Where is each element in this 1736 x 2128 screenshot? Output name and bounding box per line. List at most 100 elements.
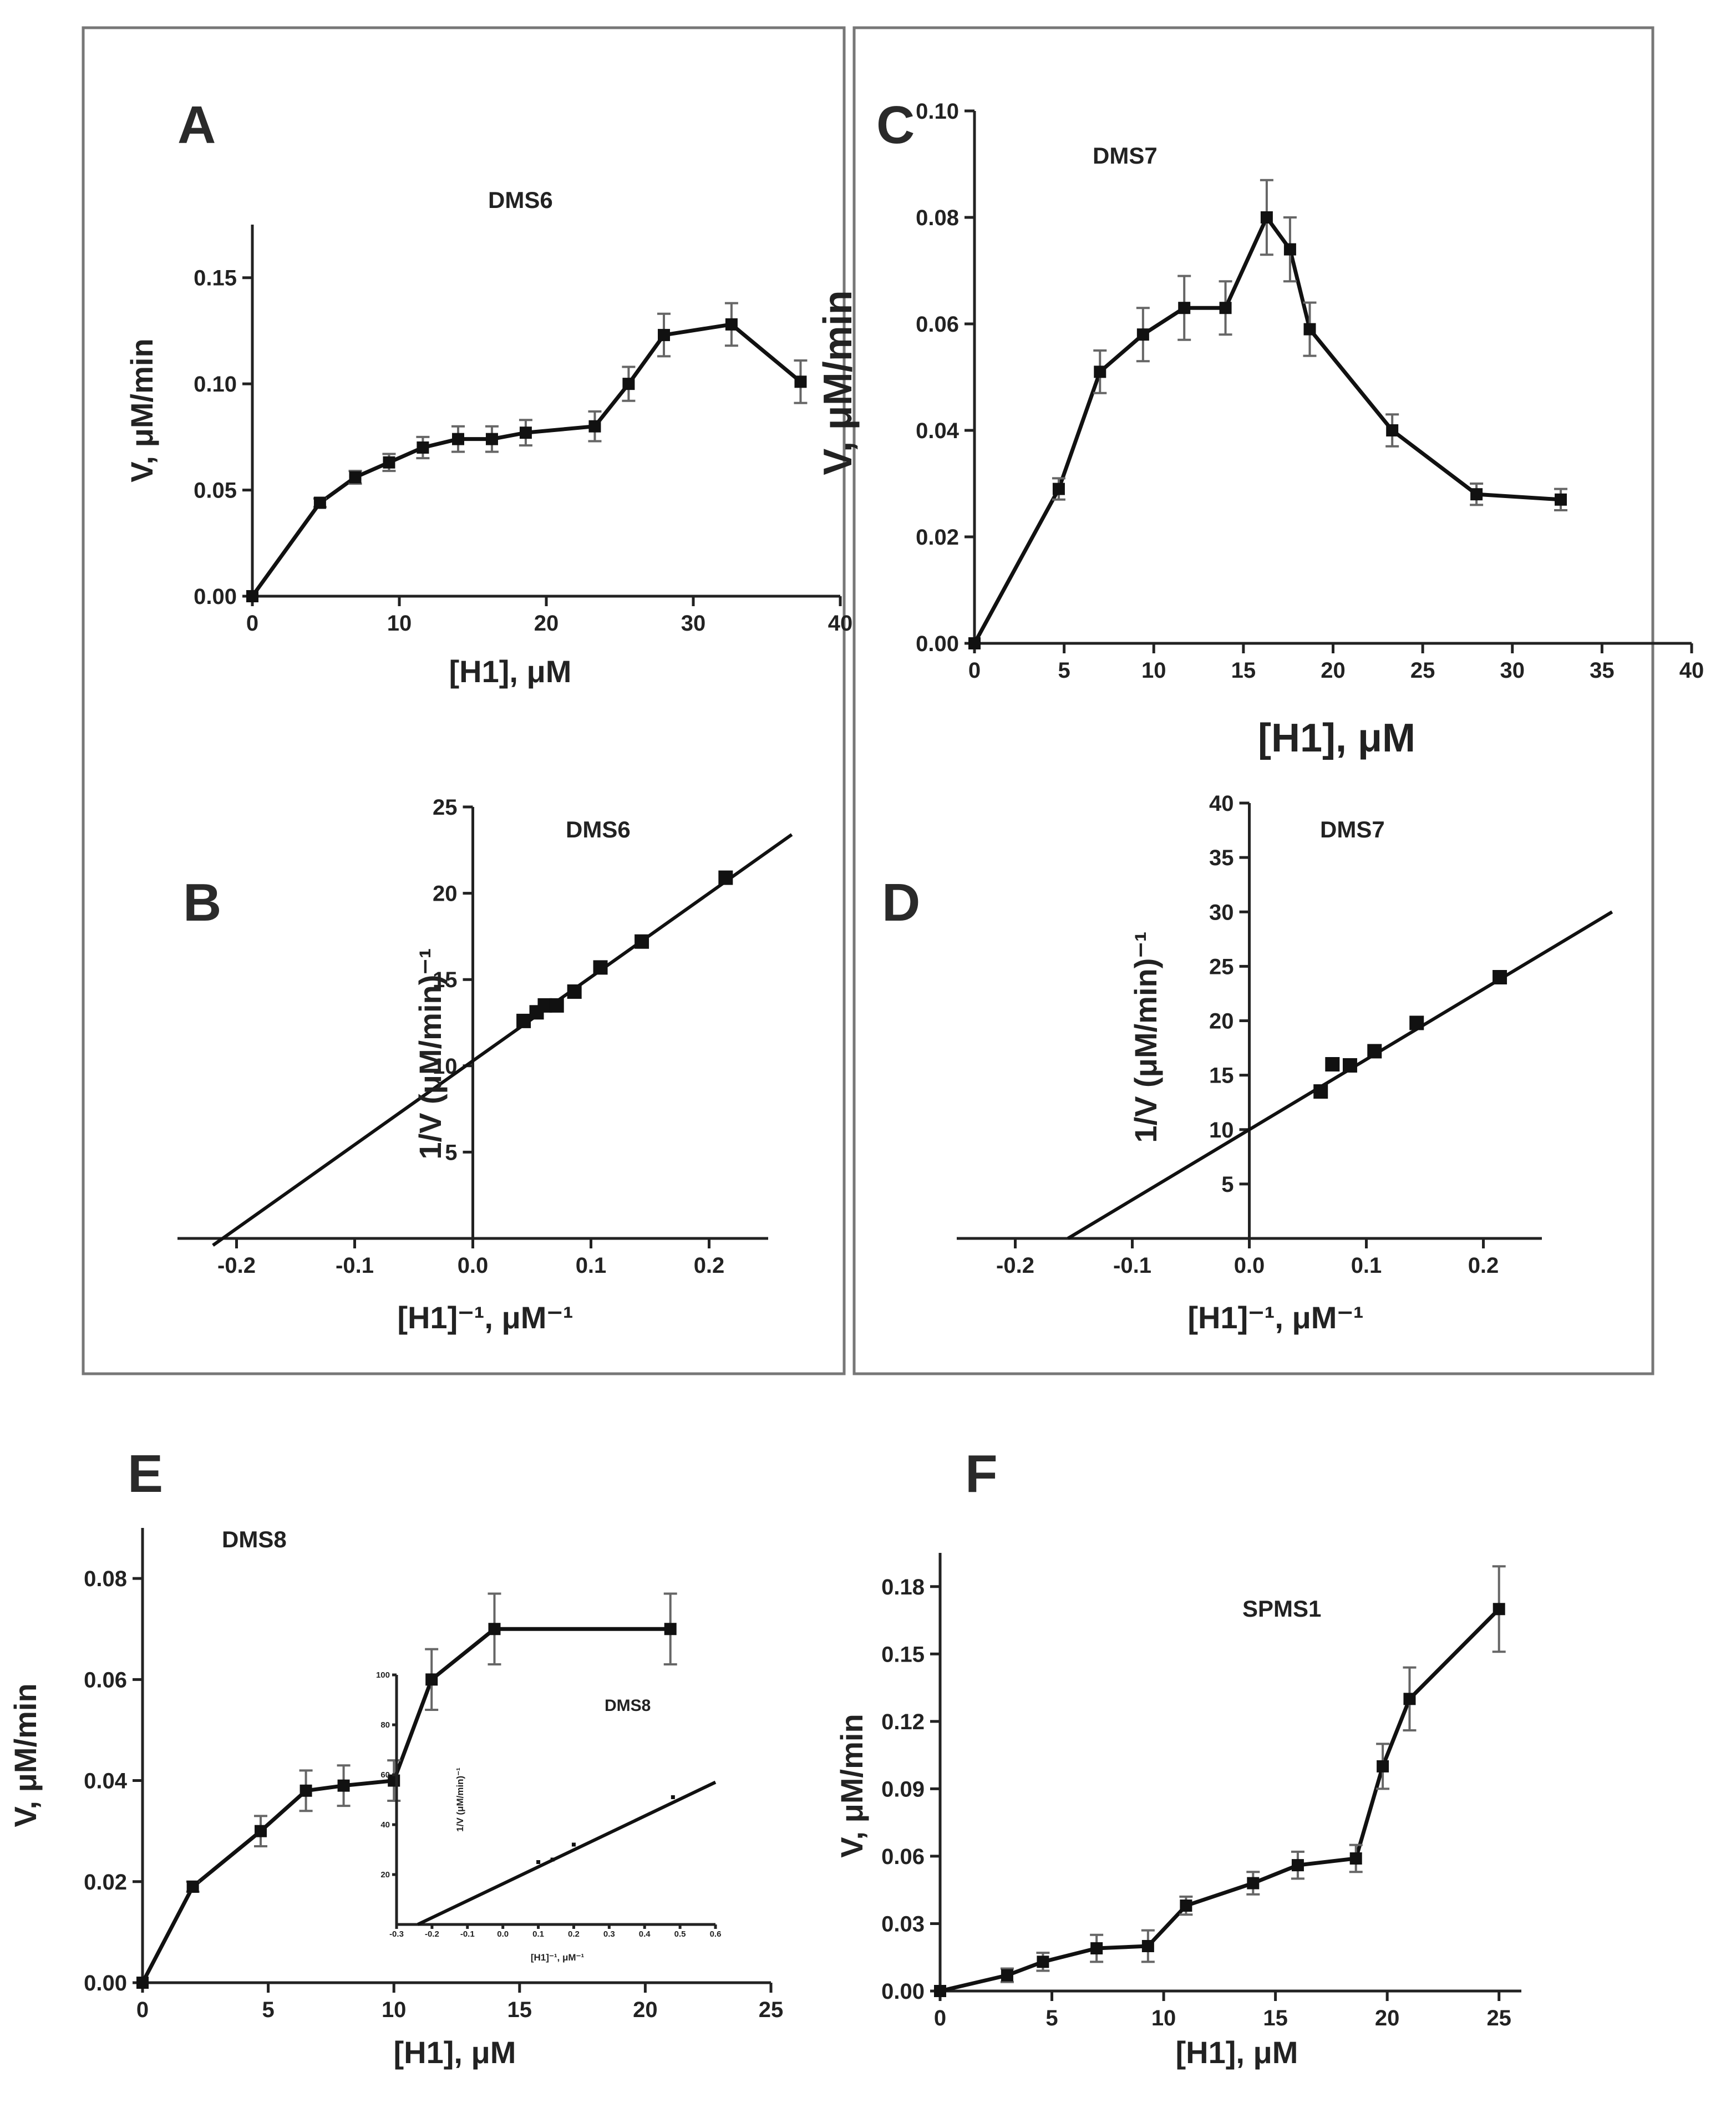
e-inset-y-tick-label: 40: [380, 1820, 390, 1830]
e-inset-data-point: [536, 1860, 541, 1864]
e-x-tick-label: 25: [759, 1998, 784, 2022]
e-y-tick-label: 0.08: [84, 1567, 127, 1591]
e-inset-data-point: [671, 1795, 675, 1799]
e-y-tick-label: 0.06: [84, 1668, 127, 1692]
f-data-point: [1349, 1852, 1362, 1865]
frame-left: [82, 26, 846, 1375]
d-y-tick-label: 20: [1209, 1009, 1234, 1034]
c-x-tick-label: 35: [1590, 658, 1615, 683]
f-series-line: [940, 1607, 1501, 1993]
d-x-label: [H1]⁻¹, μM⁻¹: [1187, 1300, 1363, 1335]
b-x-tick-label: -0.2: [217, 1253, 256, 1278]
d-data-point: [1367, 1044, 1382, 1059]
c-data-point: [1303, 323, 1316, 336]
b-x-tick-label: 0.0: [458, 1253, 489, 1278]
f-x-tick-label: 20: [1375, 2006, 1400, 2030]
e-data-point: [186, 1880, 199, 1893]
a-data-point: [519, 426, 532, 439]
b-data-point: [634, 934, 649, 949]
a-y-tick-label: 0.05: [194, 479, 237, 503]
f-data-point: [1403, 1693, 1416, 1705]
b-x-tick-label: 0.2: [694, 1253, 725, 1278]
e-data-point: [136, 1977, 149, 1989]
panel-letter-a: A: [177, 95, 216, 155]
e-data-point: [425, 1673, 438, 1686]
f-data-point: [1141, 1939, 1154, 1952]
e-y-tick-label: 0.04: [84, 1769, 128, 1794]
c-y-tick-label: 0.00: [916, 632, 959, 656]
e-y-label: V, μM/min: [8, 1683, 43, 1827]
b-series-title: DMS6: [566, 816, 631, 842]
d-data-point: [1313, 1084, 1328, 1099]
b-data-point: [593, 960, 608, 975]
e-inset-x-tick-label: 0.5: [674, 1929, 686, 1939]
e-inset-y-tick-label: 20: [380, 1870, 390, 1880]
e-inset-x-tick-label: -0.3: [389, 1929, 404, 1939]
frame-right: [852, 26, 1654, 1375]
c-y-tick-label: 0.02: [916, 525, 959, 550]
chart-a-dms6-rate: 0 10 20 30 40 0.00 0.05 0.10 0.15 DMS6 [H1], μM V, …: [124, 187, 852, 689]
panel-letter-c: C: [876, 95, 915, 155]
f-x-tick-label: 5: [1045, 2006, 1058, 2030]
e-y-tick-label: 0.02: [84, 1870, 127, 1895]
f-x-tick-label: 10: [1151, 2006, 1176, 2030]
c-x-label: [H1], μM: [1258, 716, 1415, 760]
f-data-point: [1037, 1956, 1049, 1968]
a-x-tick-label: 40: [828, 611, 853, 636]
c-data-point: [1094, 365, 1106, 378]
f-data-point: [1377, 1760, 1389, 1773]
e-data-point: [488, 1623, 501, 1636]
d-y-tick-label: 10: [1209, 1118, 1234, 1142]
d-y-tick-label: 30: [1209, 900, 1234, 925]
c-data-point: [1260, 211, 1273, 224]
a-data-point: [246, 590, 258, 602]
a-y-label: V, μM/min: [124, 338, 159, 482]
e-x-tick-label: 20: [633, 1998, 658, 2022]
f-data-point: [1291, 1859, 1304, 1872]
a-x-tick-label: 20: [534, 611, 559, 636]
b-x-tick-label: -0.1: [336, 1253, 374, 1278]
f-data-point: [1090, 1942, 1103, 1955]
e-inset-series-title: DMS8: [605, 1697, 651, 1715]
panel-letter-e: E: [128, 1444, 163, 1504]
e-data-point: [337, 1779, 350, 1792]
e-data-point: [664, 1623, 677, 1636]
d-x-tick-label: 0.2: [1468, 1253, 1499, 1278]
chart-f-spms1-rate: 0 5 10 15 20 25 0.00 0.03 0.06 0.09 0.12 0.15 0.18 SP…: [834, 1553, 1521, 2070]
c-series-line: [972, 214, 1561, 644]
f-data-point: [1247, 1877, 1260, 1890]
c-x-tick-label: 0: [968, 658, 981, 683]
e-inset-x-label: [H1]⁻¹, μM⁻¹: [531, 1952, 585, 1963]
c-data-point: [1178, 302, 1191, 314]
panel-letter-d: D: [882, 873, 920, 932]
e-inset-y-tick-label: 100: [376, 1670, 390, 1680]
e-inset-x-tick-label: 0.4: [639, 1929, 651, 1939]
e-x-tick-label: 0: [136, 1998, 149, 2022]
d-x-tick-label: -0.2: [996, 1253, 1034, 1278]
chart-d-dms7-lineweaver: -0.2 -0.1 0.0 0.1 0.2 5 10 15 20 25 30 35 40 DMS7 [H1]…: [957, 791, 1613, 1335]
a-x-tick-label: 30: [681, 611, 706, 636]
b-data-point: [549, 998, 564, 1013]
f-y-tick-label: 0.03: [881, 1912, 925, 1936]
d-x-tick-label: 0.0: [1234, 1253, 1265, 1278]
e-inset-y-tick-label: 60: [380, 1770, 390, 1780]
panel-letter-b: B: [183, 873, 221, 932]
f-x-tick-label: 15: [1263, 2006, 1288, 2030]
e-inset-data-point: [571, 1842, 576, 1847]
a-y-tick-label: 0.15: [194, 266, 237, 291]
d-data-point: [1409, 1015, 1424, 1030]
d-data-point: [1342, 1058, 1357, 1073]
c-y-tick-label: 0.06: [916, 312, 959, 337]
c-data-point: [1555, 493, 1567, 506]
f-x-tick-label: 25: [1486, 2006, 1511, 2030]
c-y-tick-label: 0.04: [916, 419, 960, 443]
a-data-point: [383, 456, 395, 469]
b-y-tick-label: 25: [433, 795, 458, 820]
d-series-title: DMS7: [1320, 816, 1385, 842]
c-y-label: V, μM/min: [816, 290, 860, 475]
b-y-tick-label: 15: [433, 968, 458, 992]
f-data-point: [934, 1985, 946, 1997]
e-series-title: DMS8: [222, 1526, 287, 1552]
